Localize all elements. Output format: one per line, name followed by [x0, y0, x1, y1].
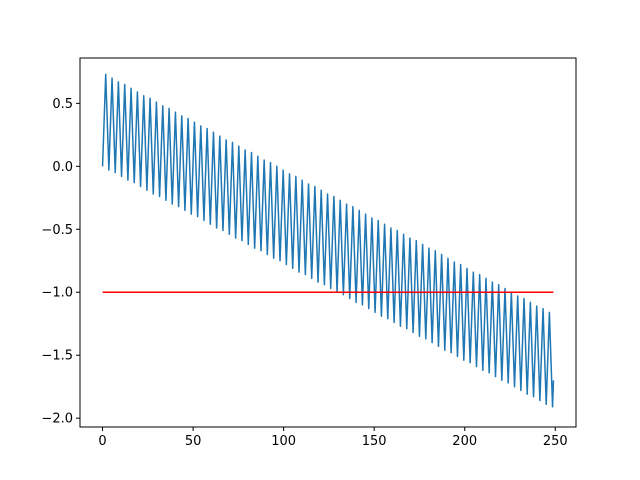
x-tick-label: 0: [98, 434, 106, 449]
y-tick-label: 0.0: [52, 160, 73, 175]
x-tick-label: 250: [543, 434, 568, 449]
y-tick-label: 0.5: [52, 97, 73, 112]
data-line: [101, 73, 555, 408]
y-tick-label: −1.5: [41, 349, 73, 364]
axes-frame: [79, 57, 577, 428]
x-tick-label: 150: [362, 434, 387, 449]
y-tick-label: −2.0: [41, 412, 73, 427]
plot-area: [101, 73, 555, 408]
x-tick-label: 50: [185, 434, 202, 449]
y-tick-label: −0.5: [41, 223, 73, 238]
x-tick-label: 200: [452, 434, 477, 449]
x-tick-label: 100: [271, 434, 296, 449]
y-tick-label: −1.0: [41, 286, 73, 301]
